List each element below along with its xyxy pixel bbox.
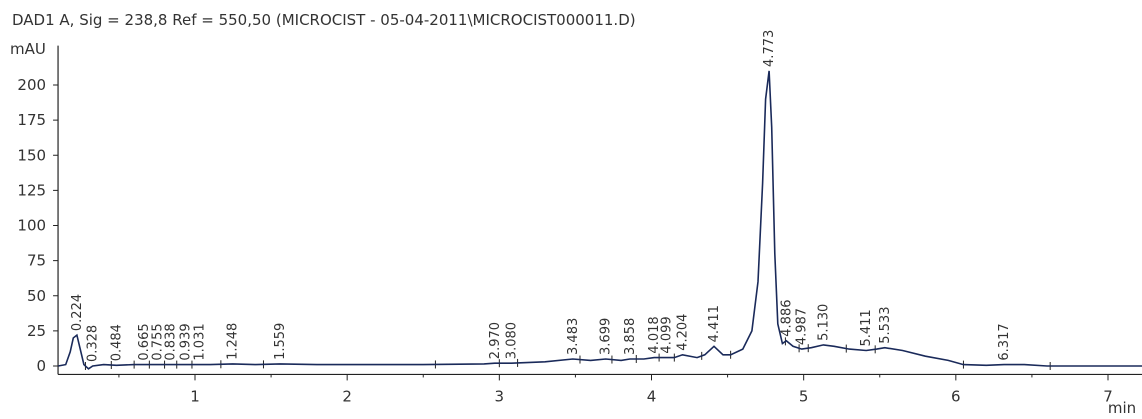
axes: 0 25 50 75 100 125 150 175 200 1 2 3 4 5 6 7 [17,45,1142,405]
x-tick-label: 3 [495,387,505,405]
peak-label: 4.018 [647,316,662,353]
x-tick-label: 7 [1103,387,1113,405]
peak-label: 0.939 [179,323,194,360]
peak-label: 3.699 [599,318,614,355]
y-tick-label: 50 [27,287,46,305]
peak-label: 0.838 [163,323,178,360]
peak-label: 4.886 [779,299,794,336]
peak-label: 5.533 [878,307,893,344]
peak-label: 4.099 [660,316,675,353]
y-tick-label: 150 [17,146,46,164]
peak-label: 3.483 [566,318,581,355]
peak-label: 2.970 [488,322,503,359]
x-axis-label: min [1108,399,1136,417]
peak-label: 3.080 [505,322,520,359]
y-tick-label: 125 [17,181,46,199]
signal-trace [57,70,1142,370]
x-tick-label: 5 [799,387,809,405]
peak-label: 0.665 [137,323,152,360]
peak-label: 0.224 [70,294,85,331]
chart-title: DAD1 A, Sig = 238,8 Ref = 550,50 (MICROC… [12,11,636,29]
y-tick-label: 0 [37,357,47,375]
y-tick-label: 175 [17,111,46,129]
peak-label: 0.484 [109,324,124,361]
peak-label: 1.559 [273,323,288,360]
peak-label: 0.755 [151,323,166,360]
y-axis-label: mAU [10,40,46,58]
peak-label: 4.411 [707,305,722,342]
peak-label: 5.130 [816,304,831,341]
peak-label: 4.987 [795,308,810,345]
x-tick-label: 1 [190,387,200,405]
peak-label: 6.317 [997,323,1012,360]
peak-label: 4.204 [676,314,691,351]
peak-label: 1.248 [226,323,241,360]
x-tick-label: 2 [342,387,352,405]
y-tick-label: 200 [17,76,46,94]
peak-label: 4.773 [762,30,777,67]
y-tick-label: 75 [27,252,46,270]
x-tick-label: 4 [647,387,657,405]
peak-label: 5.411 [859,309,874,346]
peak-label: 0.328 [86,325,101,362]
x-tick-label: 6 [951,387,961,405]
y-tick-label: 100 [17,217,46,235]
peak-label: 1.031 [193,323,208,360]
y-tick-label: 25 [27,322,46,340]
peak-label: 3.858 [623,318,638,355]
